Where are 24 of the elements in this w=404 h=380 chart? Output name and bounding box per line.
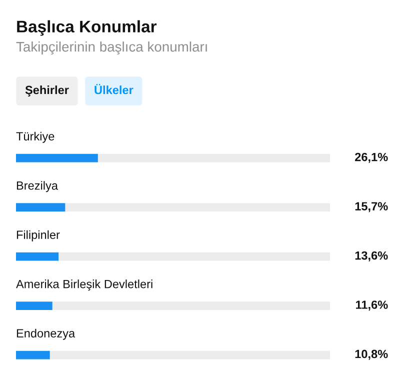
y-tick-label: Amerika Birleşik Devletleri — [16, 280, 152, 291]
data-label: 11,6% — [356, 300, 388, 311]
data-label: 13,6% — [355, 251, 388, 262]
bar — [16, 302, 52, 310]
bar — [16, 350, 50, 360]
bar — [16, 154, 98, 162]
data-label: 26,1% — [355, 152, 388, 163]
y-tick-label: Endonezya — [16, 328, 76, 340]
text: Şehirler — [25, 86, 69, 96]
y-tick-label: Brezilya — [16, 181, 58, 192]
y-tick-label: Türkiye — [16, 132, 54, 143]
bar — [16, 252, 59, 261]
bar — [98, 154, 330, 162]
chart-subtitle: Takipçilerinin başlıca konumları — [16, 41, 207, 55]
data-label: 10,8% — [355, 350, 388, 360]
bar — [16, 203, 66, 212]
data-label: 15,7% — [355, 202, 388, 212]
bar — [58, 252, 330, 261]
bar — [52, 302, 330, 310]
y-tick-label: Filipinler — [16, 230, 60, 242]
bar — [50, 350, 330, 360]
bar — [65, 203, 330, 212]
text: Ülkeler — [94, 84, 134, 94]
chart-title: Başlıca Konumlar — [17, 20, 157, 36]
